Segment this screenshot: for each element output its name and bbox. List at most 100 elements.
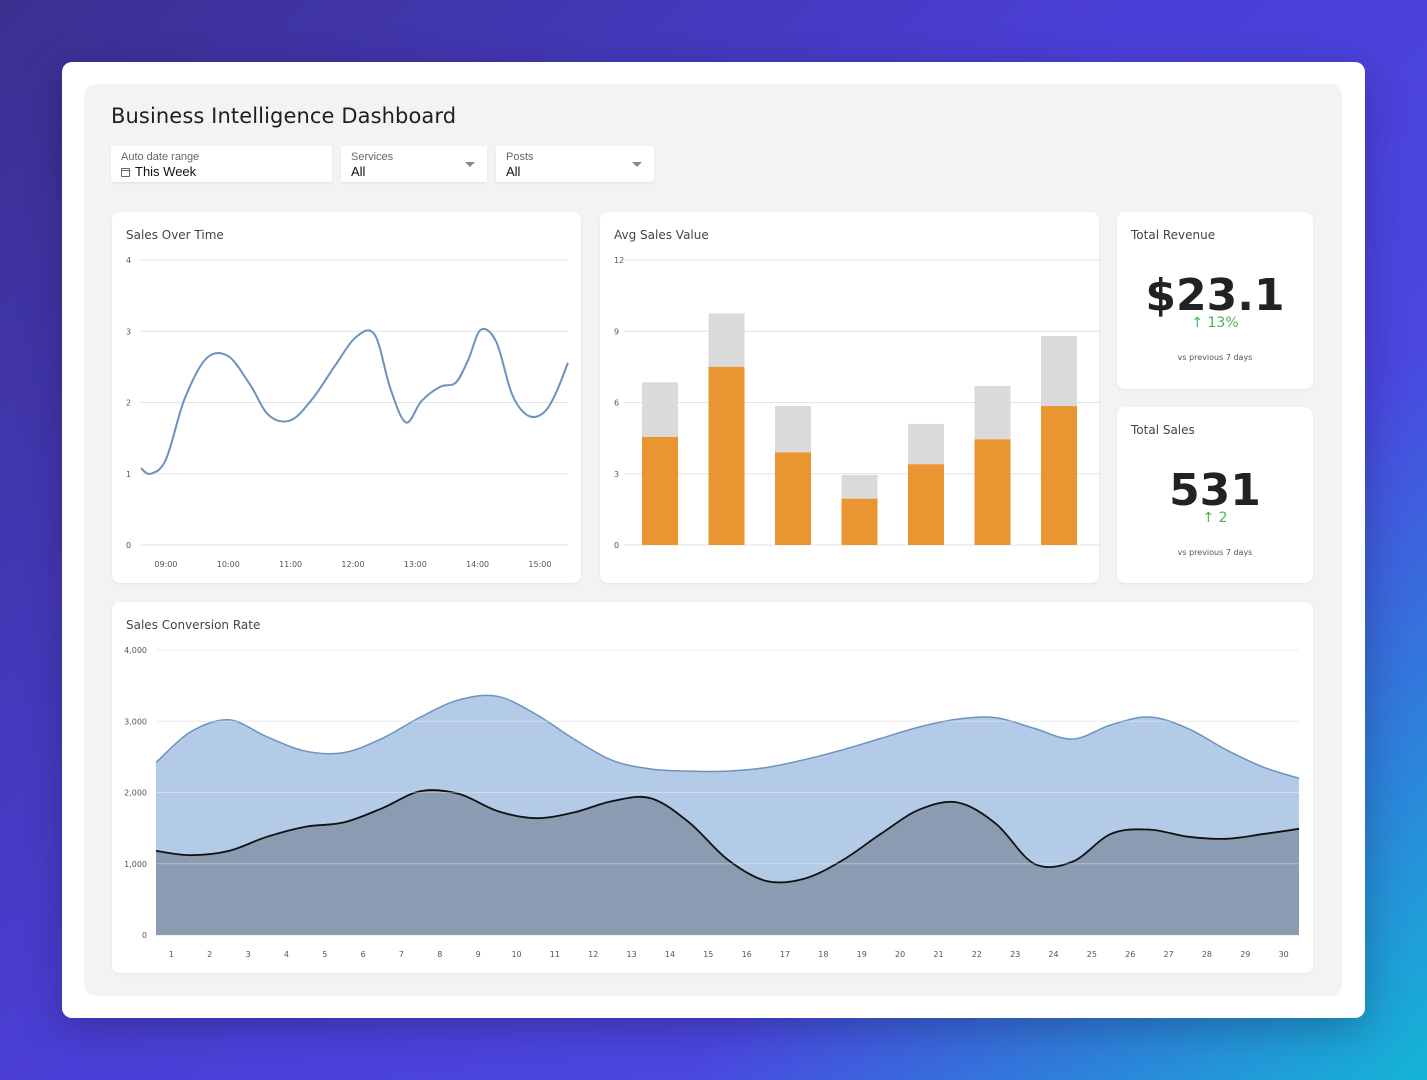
avg-sales-value-chart: 0 3 6 9 12 bbox=[614, 256, 1099, 550]
bar-primary bbox=[1041, 406, 1077, 545]
total-revenue-delta: ↑ 13% bbox=[1191, 315, 1239, 331]
date-range-label: Auto date range bbox=[121, 151, 200, 163]
total-revenue-value: $23.1 bbox=[1145, 270, 1285, 321]
y-tick-label: 6 bbox=[614, 399, 619, 408]
x-tick-label: 15:00 bbox=[528, 560, 551, 569]
total-revenue-card: Total Revenue $23.1 ↑ 13% vs previous 7 … bbox=[1117, 212, 1313, 389]
sales-over-time-chart: 0 1 2 3 4 09:00 10:00 11:00 12:00 13:00 14:00 15:00 bbox=[126, 256, 569, 569]
sales-conversion-card: Sales Conversion Rate 0 1,000 2,000 3,000 4,… bbox=[112, 602, 1313, 973]
y-tick-label: 0 bbox=[126, 541, 131, 550]
dashboard-canvas: Business Intelligence Dashboard Auto dat… bbox=[84, 84, 1342, 996]
x-tick-label: 19 bbox=[857, 950, 867, 959]
y-tick-label: 0 bbox=[614, 541, 619, 550]
x-tick-label: 17 bbox=[780, 950, 790, 959]
bar-secondary bbox=[974, 385, 1011, 440]
services-label: Services bbox=[351, 151, 394, 163]
x-tick-label: 8 bbox=[437, 950, 442, 959]
bar-secondary bbox=[642, 382, 678, 437]
x-tick-label: 30 bbox=[1279, 950, 1289, 959]
total-sales-card: Total Sales 531 ↑ 2 vs previous 7 days bbox=[1117, 407, 1313, 583]
x-tick-label: 11:00 bbox=[279, 560, 302, 569]
x-tick-label: 5 bbox=[322, 950, 327, 959]
bar-primary bbox=[908, 464, 944, 545]
sales-line bbox=[140, 327, 569, 475]
conversion-area-upper-line bbox=[155, 694, 1300, 780]
x-tick-label: 9 bbox=[476, 950, 481, 959]
x-tick-label: 6 bbox=[361, 950, 366, 959]
bar-primary bbox=[775, 452, 811, 545]
page-title: Business Intelligence Dashboard bbox=[111, 104, 457, 128]
conversion-area-lower bbox=[156, 790, 1299, 935]
y-tick-label: 2,000 bbox=[124, 789, 147, 798]
date-range-value: This Week bbox=[135, 164, 197, 179]
y-tick-label: 2 bbox=[126, 399, 131, 408]
bar-secondary bbox=[708, 313, 745, 367]
x-tick-label: 7 bbox=[399, 950, 404, 959]
posts-filter[interactable]: Posts All bbox=[496, 146, 654, 182]
y-tick-label: 9 bbox=[614, 327, 619, 336]
x-tick-label: 13 bbox=[627, 950, 637, 959]
y-tick-label: 0 bbox=[142, 931, 147, 940]
bar-secondary bbox=[908, 423, 944, 465]
total-sales-delta: ↑ 2 bbox=[1202, 510, 1228, 526]
dashboard-frame: Business Intelligence Dashboard Auto dat… bbox=[62, 62, 1365, 1018]
total-sales-note: vs previous 7 days bbox=[1177, 548, 1253, 557]
avg-sales-value-title: Avg Sales Value bbox=[614, 228, 709, 242]
x-tick-label: 10:00 bbox=[217, 560, 240, 569]
avg-sales-value-card: Avg Sales Value 0 3 6 9 12 bbox=[600, 212, 1099, 583]
y-tick-label: 1,000 bbox=[124, 860, 147, 869]
chevron-down-icon[interactable] bbox=[632, 162, 642, 167]
bar-primary bbox=[841, 498, 878, 545]
x-tick-label: 29 bbox=[1240, 950, 1250, 959]
x-tick-label: 10 bbox=[511, 950, 521, 959]
x-tick-label: 18 bbox=[818, 950, 828, 959]
y-tick-label: 3 bbox=[126, 327, 131, 336]
bar-secondary bbox=[775, 406, 811, 453]
x-tick-label: 28 bbox=[1202, 950, 1212, 959]
services-filter[interactable]: Services All bbox=[341, 146, 487, 182]
x-tick-label: 13:00 bbox=[404, 560, 427, 569]
x-tick-label: 22 bbox=[972, 950, 982, 959]
conversion-area-lower-line bbox=[155, 789, 1300, 884]
y-tick-label: 4 bbox=[126, 256, 131, 265]
sales-over-time-title: Sales Over Time bbox=[126, 228, 224, 242]
sales-conversion-title: Sales Conversion Rate bbox=[126, 618, 261, 632]
bar-secondary bbox=[1041, 336, 1077, 407]
x-tick-label: 14 bbox=[665, 950, 675, 959]
total-sales-value: 531 bbox=[1169, 465, 1261, 516]
posts-label: Posts bbox=[506, 151, 534, 163]
y-tick-label: 3 bbox=[614, 470, 619, 479]
x-tick-label: 24 bbox=[1048, 950, 1058, 959]
x-tick-label: 2 bbox=[207, 950, 212, 959]
bar-primary bbox=[708, 366, 745, 545]
x-tick-label: 11 bbox=[550, 950, 560, 959]
x-tick-label: 27 bbox=[1163, 950, 1173, 959]
x-tick-label: 3 bbox=[246, 950, 251, 959]
x-tick-label: 1 bbox=[169, 950, 174, 959]
bar-primary bbox=[642, 436, 678, 545]
total-revenue-title: Total Revenue bbox=[1131, 228, 1216, 242]
y-tick-label: 1 bbox=[126, 470, 131, 479]
x-tick-label: 21 bbox=[933, 950, 943, 959]
y-tick-label: 3,000 bbox=[124, 717, 147, 726]
services-value: All bbox=[351, 164, 366, 179]
calendar-icon bbox=[121, 168, 130, 177]
y-tick-label: 12 bbox=[614, 256, 624, 265]
sales-over-time-card: Sales Over Time 0 1 2 3 4 09:00 10:00 11:00 12:0… bbox=[112, 212, 581, 583]
x-tick-label: 25 bbox=[1087, 950, 1097, 959]
bar-secondary bbox=[841, 474, 878, 499]
x-tick-label: 20 bbox=[895, 950, 905, 959]
x-tick-label: 12:00 bbox=[341, 560, 364, 569]
posts-value: All bbox=[506, 164, 521, 179]
x-tick-label: 16 bbox=[742, 950, 752, 959]
bar-primary bbox=[974, 439, 1011, 545]
x-tick-label: 14:00 bbox=[466, 560, 489, 569]
x-tick-label: 26 bbox=[1125, 950, 1135, 959]
x-tick-label: 15 bbox=[703, 950, 713, 959]
x-tick-label: 4 bbox=[284, 950, 289, 959]
total-sales-title: Total Sales bbox=[1131, 423, 1195, 437]
date-range-filter[interactable]: Auto date range This Week bbox=[111, 146, 332, 182]
x-tick-label: 09:00 bbox=[154, 560, 177, 569]
chevron-down-icon[interactable] bbox=[465, 162, 475, 167]
